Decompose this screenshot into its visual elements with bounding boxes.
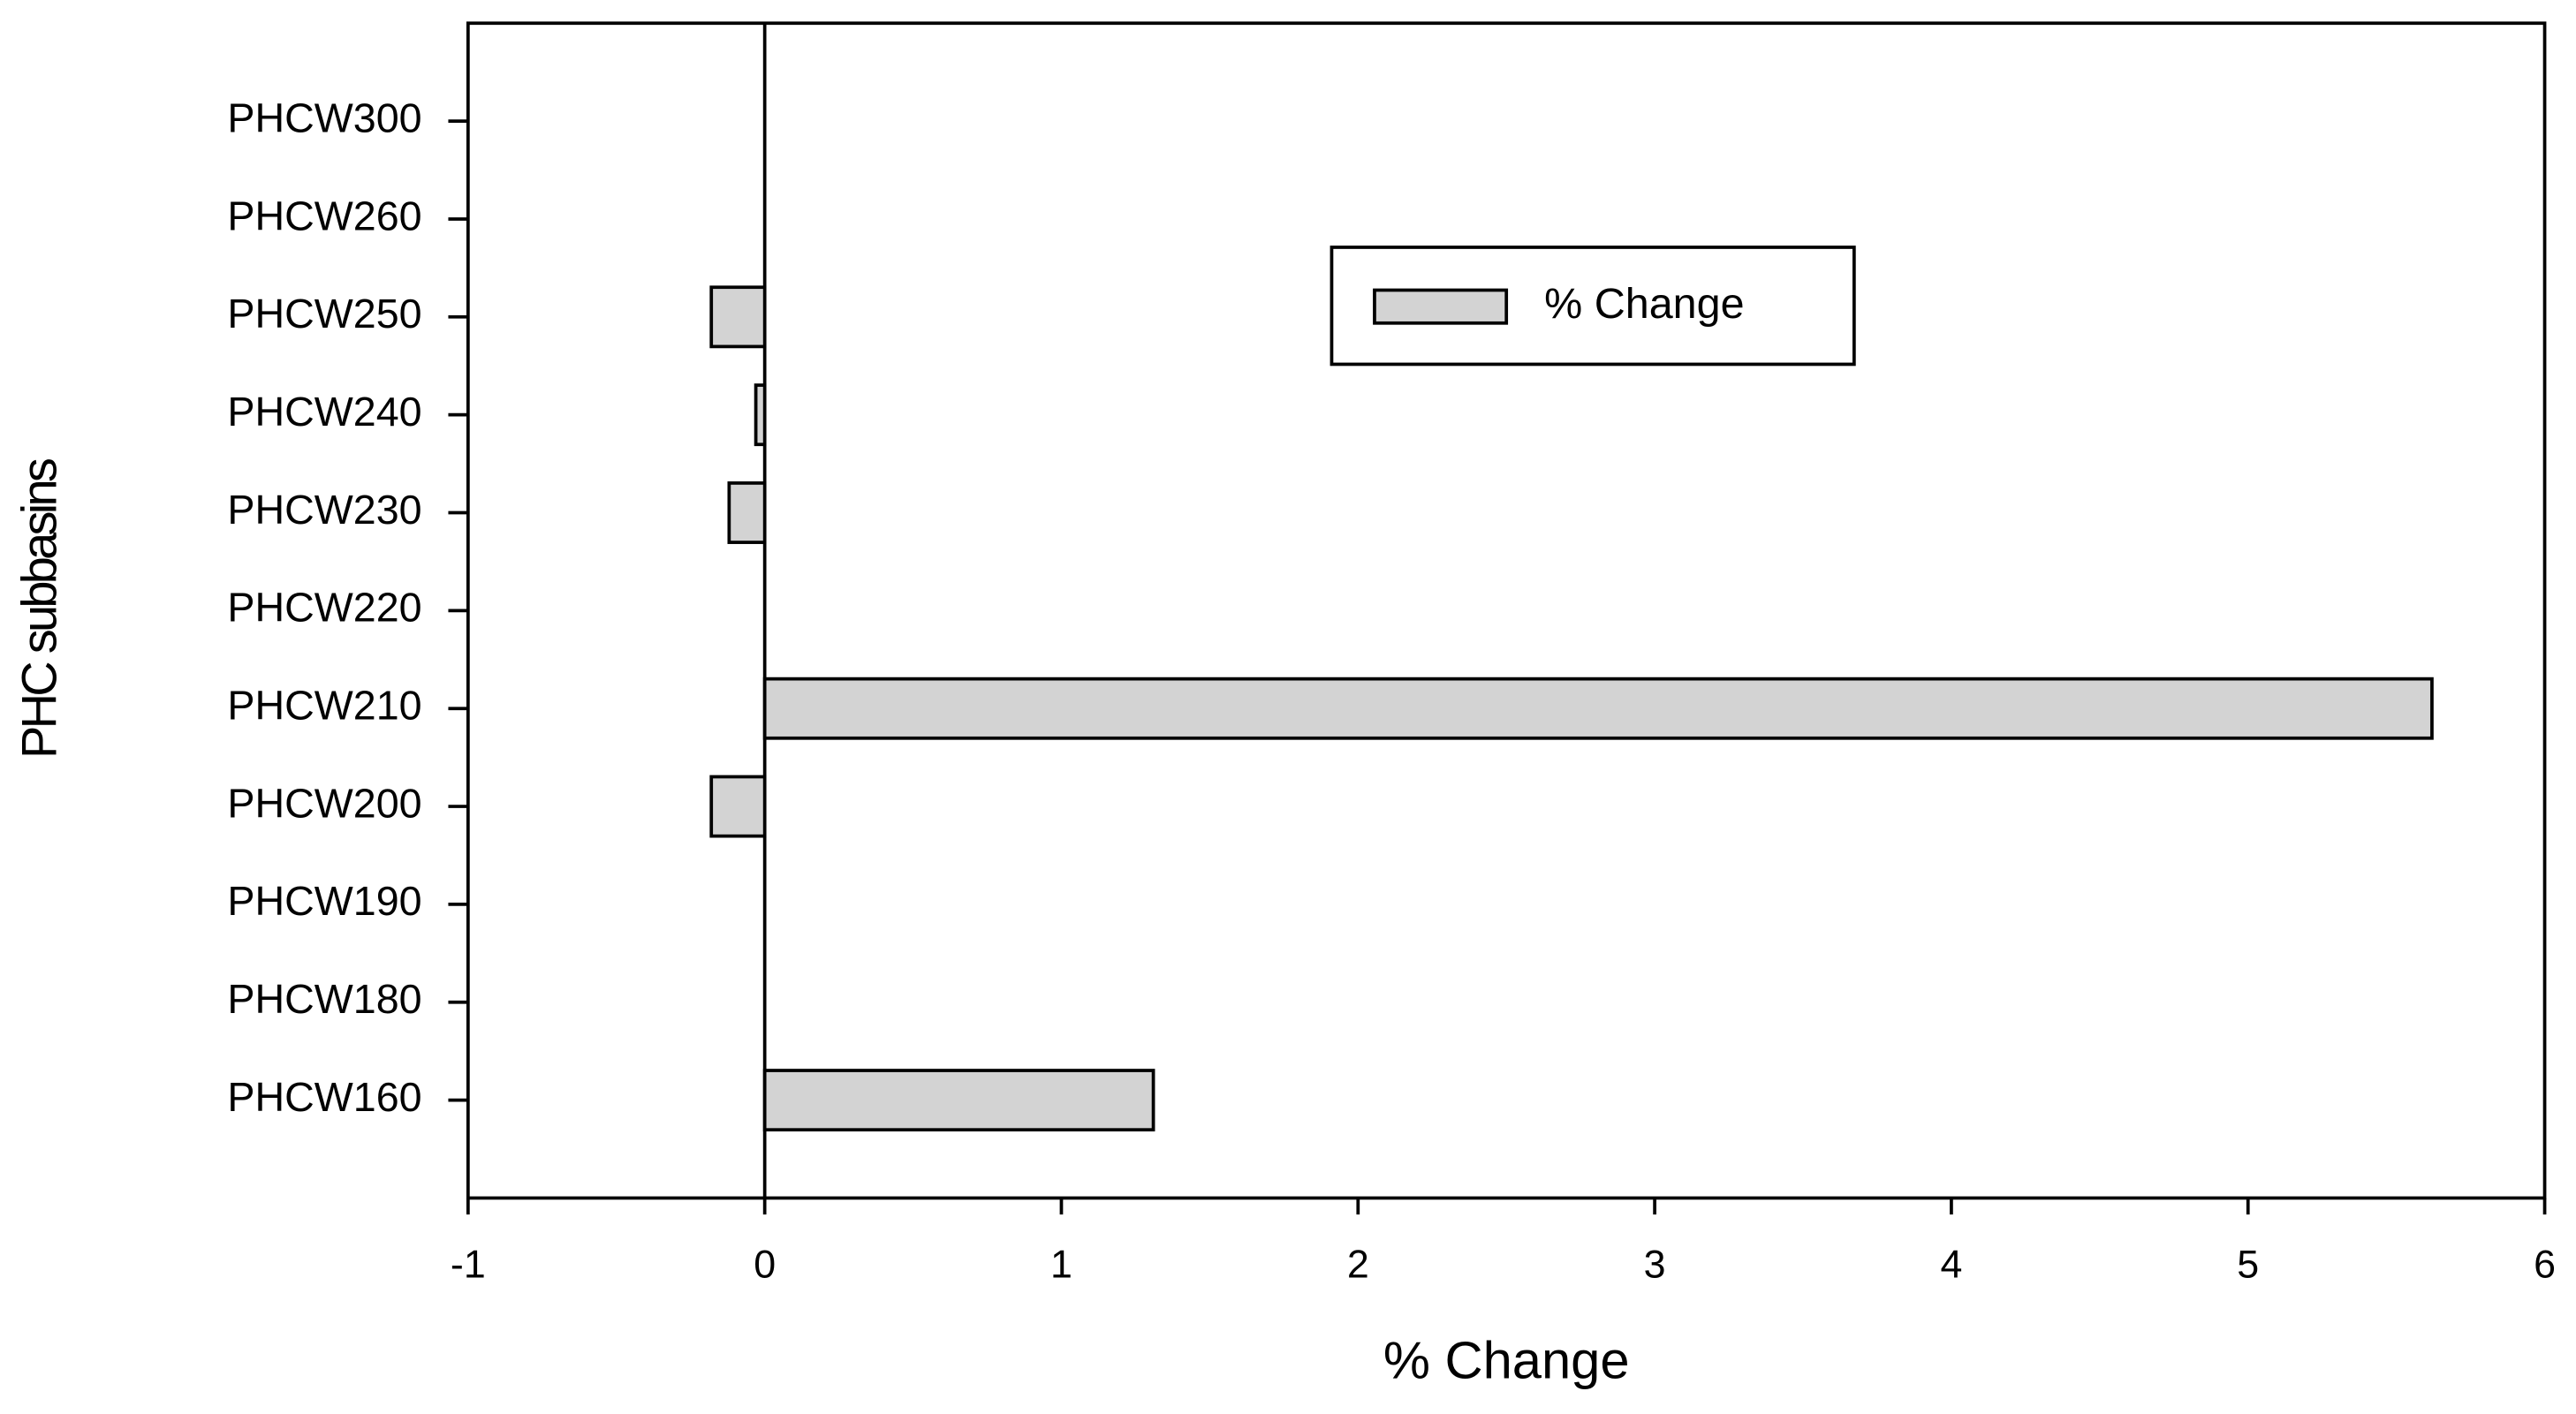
y-tick-label: PHCW260 bbox=[227, 193, 421, 238]
y-tick-label: PHCW240 bbox=[227, 389, 421, 435]
y-tick-label: PHCW210 bbox=[227, 683, 421, 729]
bar bbox=[762, 1069, 1155, 1132]
bar bbox=[727, 481, 767, 544]
bar bbox=[709, 285, 767, 349]
y-tick-label: PHCW190 bbox=[227, 878, 421, 924]
x-tick-label: -1 bbox=[451, 1243, 486, 1287]
legend-swatch bbox=[1373, 288, 1509, 325]
legend-label: % Change bbox=[1544, 280, 1745, 328]
x-tick-label: 0 bbox=[754, 1243, 776, 1287]
bar bbox=[709, 775, 767, 838]
x-tick-label: 3 bbox=[1644, 1243, 1666, 1287]
x-tick-label: 4 bbox=[1940, 1243, 1962, 1287]
bar bbox=[762, 677, 2434, 740]
y-tick-label: PHCW160 bbox=[227, 1074, 421, 1120]
y-tick-label: PHCW200 bbox=[227, 780, 421, 826]
x-axis-label: % Change bbox=[1383, 1331, 1630, 1390]
bar bbox=[754, 383, 767, 447]
y-tick-label: PHCW180 bbox=[227, 976, 421, 1022]
y-axis-label: PHC subbasins bbox=[11, 459, 66, 759]
y-tick-label: PHCW250 bbox=[227, 291, 421, 336]
y-tick-label: PHCW230 bbox=[227, 487, 421, 533]
x-tick-label: 6 bbox=[2534, 1243, 2556, 1287]
y-tick-label: PHCW300 bbox=[227, 95, 421, 140]
plot-frame bbox=[466, 21, 2547, 1200]
x-tick-label: 2 bbox=[1347, 1243, 1369, 1287]
x-tick-label: 1 bbox=[1050, 1243, 1072, 1287]
y-tick-label: PHCW220 bbox=[227, 585, 421, 631]
x-tick-label: 5 bbox=[2237, 1243, 2259, 1287]
